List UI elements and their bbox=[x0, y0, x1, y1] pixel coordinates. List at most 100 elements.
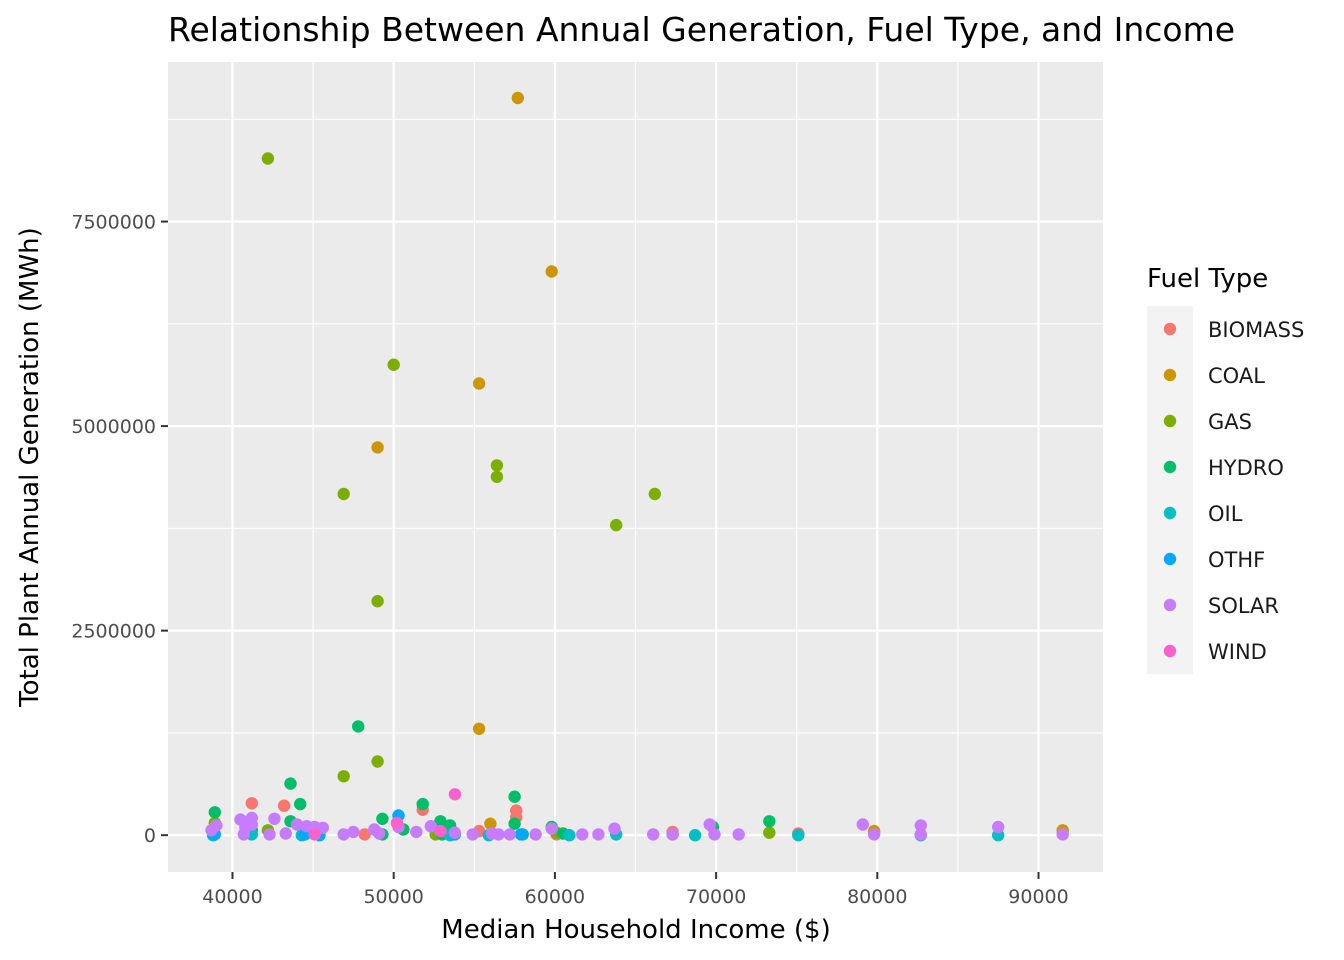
legend-label-gas: GAS bbox=[1208, 410, 1252, 434]
point-solar bbox=[708, 828, 721, 841]
point-gas bbox=[763, 826, 776, 839]
legend-key-background bbox=[1147, 306, 1193, 674]
point-coal bbox=[371, 441, 384, 454]
y-axis: 0 2500000 5000000 7500000 bbox=[71, 212, 168, 847]
point-solar bbox=[592, 828, 605, 841]
point-solar bbox=[992, 820, 1005, 834]
point-hydro bbox=[208, 806, 221, 819]
point-gas bbox=[261, 152, 275, 165]
point-solar bbox=[856, 818, 869, 831]
point-coal bbox=[484, 817, 497, 830]
point-gas bbox=[337, 487, 350, 501]
y-axis-title: Total Plant Annual Generation (MWh) bbox=[15, 227, 45, 708]
point-solar bbox=[666, 828, 679, 841]
point-solar bbox=[263, 828, 276, 841]
point-wind bbox=[434, 824, 447, 838]
legend-label-wind: WIND bbox=[1208, 640, 1267, 664]
point-oil bbox=[563, 829, 576, 842]
legend-label-biomass: BIOMASS bbox=[1208, 318, 1304, 342]
chart-title: Relationship Between Annual Generation, … bbox=[168, 10, 1235, 49]
legend-key-oil bbox=[1163, 506, 1177, 520]
point-coal bbox=[545, 265, 558, 278]
x-tick-label: 80000 bbox=[847, 886, 907, 908]
legend-key-gas bbox=[1163, 414, 1177, 428]
point-gas bbox=[371, 595, 384, 608]
point-solar bbox=[268, 812, 281, 825]
point-solar bbox=[1056, 828, 1069, 841]
point-hydro bbox=[376, 812, 389, 825]
x-axis-title: Median Household Income ($) bbox=[441, 915, 830, 945]
point-oil bbox=[688, 829, 702, 842]
point-solar bbox=[245, 818, 258, 831]
point-solar bbox=[576, 828, 589, 841]
point-solar bbox=[647, 828, 660, 841]
point-solar bbox=[545, 822, 558, 835]
point-solar bbox=[503, 828, 516, 841]
legend-label-othf: OTHF bbox=[1208, 548, 1265, 572]
y-tick-label: 5000000 bbox=[71, 416, 156, 438]
point-solar bbox=[347, 825, 360, 839]
point-gas bbox=[610, 518, 623, 532]
point-gas bbox=[490, 470, 504, 483]
legend-key-wind bbox=[1163, 644, 1177, 658]
point-solar bbox=[337, 828, 350, 841]
point-biomass bbox=[245, 797, 258, 810]
legend-label-hydro: HYDRO bbox=[1208, 456, 1284, 480]
legend-key-hydro bbox=[1163, 460, 1177, 474]
points bbox=[205, 91, 1069, 842]
point-gas bbox=[371, 755, 384, 768]
point-hydro bbox=[352, 720, 365, 733]
point-solar bbox=[703, 818, 716, 831]
point-hydro bbox=[434, 815, 447, 828]
point-solar bbox=[279, 827, 292, 840]
point-coal bbox=[472, 722, 486, 735]
point-solar bbox=[867, 828, 881, 841]
y-tick-label: 0 bbox=[144, 825, 156, 847]
point-solar bbox=[466, 828, 479, 841]
x-tick-label: 60000 bbox=[525, 886, 585, 908]
point-wind bbox=[390, 816, 404, 830]
legend-key-solar bbox=[1163, 598, 1177, 612]
point-coal bbox=[472, 377, 486, 390]
point-coal bbox=[511, 91, 524, 105]
point-solar bbox=[914, 828, 927, 841]
point-gas bbox=[337, 770, 350, 783]
point-gas bbox=[490, 459, 504, 472]
legend-label-oil: OIL bbox=[1208, 502, 1243, 526]
legend-key-othf bbox=[1163, 552, 1177, 566]
x-tick-label: 70000 bbox=[686, 886, 746, 908]
point-othf bbox=[514, 828, 528, 841]
point-hydro bbox=[508, 817, 521, 830]
point-oil bbox=[792, 829, 805, 842]
grid bbox=[168, 62, 1103, 872]
point-solar bbox=[205, 824, 218, 837]
point-gas bbox=[387, 358, 400, 371]
legend-label-coal: COAL bbox=[1208, 364, 1265, 388]
point-wind bbox=[308, 828, 321, 841]
point-solar bbox=[448, 826, 462, 839]
point-wind bbox=[448, 788, 462, 801]
point-hydro bbox=[763, 815, 776, 828]
legend-label-solar: SOLAR bbox=[1208, 594, 1279, 618]
point-hydro bbox=[284, 777, 297, 790]
point-hydro bbox=[508, 790, 521, 803]
point-solar bbox=[608, 822, 621, 835]
point-gas bbox=[648, 487, 661, 501]
point-solar bbox=[424, 820, 437, 833]
y-tick-label: 2500000 bbox=[71, 621, 156, 643]
point-solar bbox=[732, 828, 745, 841]
point-solar bbox=[410, 825, 423, 839]
point-biomass bbox=[277, 799, 291, 812]
point-hydro bbox=[416, 797, 429, 811]
point-biomass bbox=[358, 828, 371, 841]
legend-title: Fuel Type bbox=[1147, 264, 1268, 294]
point-solar bbox=[914, 819, 927, 832]
legend-key-biomass bbox=[1163, 322, 1177, 336]
point-solar bbox=[237, 828, 250, 841]
x-axis: 40000 50000 60000 70000 80000 90000 bbox=[202, 872, 1069, 908]
x-tick-label: 90000 bbox=[1008, 886, 1068, 908]
y-tick-label: 7500000 bbox=[71, 212, 156, 234]
legend: Fuel Type BIOMASS COAL GAS HYDRO OIL OTHF SOLA… bbox=[1147, 264, 1304, 674]
point-solar bbox=[290, 818, 304, 831]
